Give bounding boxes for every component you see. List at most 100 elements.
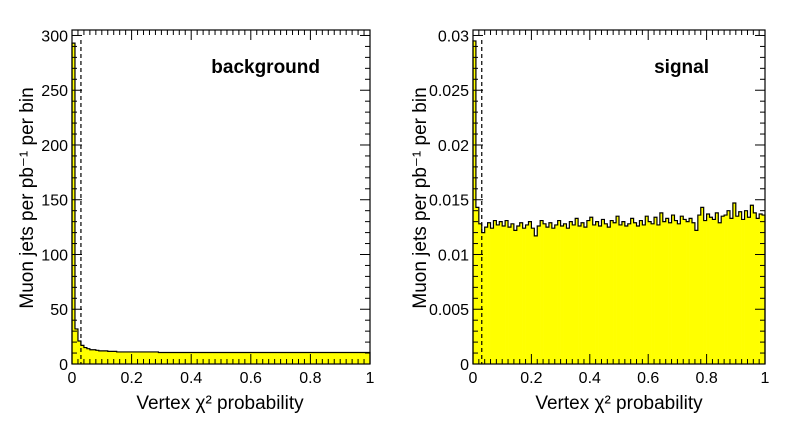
- histogram-bar: [563, 223, 567, 364]
- histogram-bar: [566, 228, 570, 364]
- histogram-bar: [301, 352, 305, 364]
- histogram-bar: [654, 217, 658, 364]
- histogram-bar: [131, 351, 135, 364]
- histogram-bar: [212, 352, 216, 364]
- histogram-bar: [349, 352, 353, 364]
- histogram-bar: [250, 352, 255, 364]
- histogram-bar: [140, 351, 144, 364]
- histogram-bar: [113, 351, 117, 364]
- histogram-bar: [715, 212, 719, 364]
- histogram-bar: [744, 210, 748, 364]
- histogram-bar: [173, 352, 177, 364]
- histogram-bar: [101, 350, 106, 364]
- histogram-bar: [92, 349, 97, 364]
- histogram-bar: [346, 352, 350, 364]
- histogram-bar: [496, 224, 500, 364]
- histogram-bar: [557, 220, 561, 364]
- histogram-bar: [499, 221, 503, 364]
- histogram-bar: [750, 205, 754, 364]
- histogram-bar: [185, 352, 189, 364]
- histogram-bar: [581, 222, 585, 364]
- histogram-bar: [513, 230, 518, 364]
- histogram-bar: [645, 216, 649, 364]
- histogram-bar: [729, 218, 734, 364]
- histogram-bar: [636, 226, 640, 364]
- y-tick-label: 0.015: [429, 193, 469, 210]
- histogram-bar: [619, 224, 623, 364]
- histogram-bar: [668, 222, 672, 364]
- histogram-bar: [674, 220, 678, 364]
- histogram-bar: [280, 352, 284, 364]
- histogram-bar: [651, 223, 655, 364]
- histogram-bar: [718, 222, 722, 364]
- histogram-bar: [104, 350, 109, 364]
- histogram-bar: [98, 350, 103, 364]
- histogram-bar: [107, 351, 112, 364]
- histogram-bar: [671, 215, 675, 364]
- histogram-bar: [613, 222, 617, 364]
- histogram-bar: [289, 352, 293, 364]
- histogram-bar: [307, 352, 311, 364]
- histogram-bar: [648, 221, 652, 364]
- x-tick-labels: 0 0.2 0.4 0.6 0.8 1: [469, 370, 770, 387]
- histogram-bar: [194, 352, 198, 364]
- histogram-bar: [229, 352, 234, 364]
- y-tick-label: 0: [59, 357, 68, 374]
- histogram-bar: [607, 227, 611, 364]
- histogram-bar: [295, 352, 299, 364]
- y-tick-label: 250: [41, 83, 68, 100]
- histogram-bar: [642, 224, 646, 364]
- histogram-bar: [223, 352, 228, 364]
- y-tick-label: 200: [41, 138, 68, 155]
- x-tick-label: 0.6: [240, 370, 262, 387]
- histogram-bar: [134, 351, 138, 364]
- histogram-bar: [152, 351, 156, 364]
- histogram-bar: [277, 352, 281, 364]
- y-tick-label: 0.025: [429, 83, 469, 100]
- histogram-bar: [188, 352, 192, 364]
- histogram-bar: [80, 345, 85, 364]
- histogram-bar: [215, 352, 219, 364]
- histogram-bar: [158, 352, 162, 364]
- histogram-bar: [490, 228, 494, 364]
- x-tick-label: 0.2: [120, 370, 142, 387]
- x-tick-labels: 0 0.2 0.4 0.6 0.8 1: [68, 370, 375, 387]
- x-tick-label: 0: [469, 370, 478, 387]
- histogram-bar: [259, 352, 264, 364]
- y-tick-label: 0.01: [438, 247, 469, 264]
- histogram-bar: [247, 352, 252, 364]
- histogram-bar: [510, 223, 515, 364]
- histogram-bar: [759, 213, 763, 364]
- histogram-bar: [598, 226, 602, 364]
- histogram-bar: [528, 221, 532, 364]
- histogram-bar: [554, 224, 558, 364]
- histogram-bar: [200, 352, 204, 364]
- histogram-bar: [662, 221, 667, 364]
- histogram-bar: [283, 352, 287, 364]
- histogram-bar: [72, 43, 76, 364]
- x-axis-title: Vertex χ² probability: [535, 393, 703, 414]
- histogram-bar: [753, 212, 757, 364]
- histogram-bar: [677, 223, 681, 364]
- histogram-bar: [487, 222, 491, 364]
- histogram-bar: [551, 228, 556, 364]
- y-tick-labels: 0 0.005 0.01 0.015 0.02 0.025 0.03: [429, 28, 469, 374]
- histogram-bar: [164, 352, 168, 364]
- histogram-bar: [703, 220, 707, 364]
- histogram-bar: [256, 352, 261, 364]
- histogram-bar: [525, 224, 529, 364]
- y-tick-label: 0: [460, 357, 469, 374]
- histogram-bar: [735, 216, 740, 364]
- histogram-bar: [738, 211, 742, 364]
- histogram-bar: [706, 213, 710, 364]
- histogram-bar: [149, 351, 153, 364]
- histogram-bar: [95, 350, 100, 364]
- histogram-bar: [560, 226, 564, 364]
- histogram-bar: [176, 352, 180, 364]
- histogram-bar: [325, 352, 329, 364]
- axis-ticks: [472, 30, 766, 365]
- x-tick-label: 0.6: [637, 370, 659, 387]
- histogram-bar: [505, 220, 509, 364]
- histogram-bar: [125, 351, 129, 364]
